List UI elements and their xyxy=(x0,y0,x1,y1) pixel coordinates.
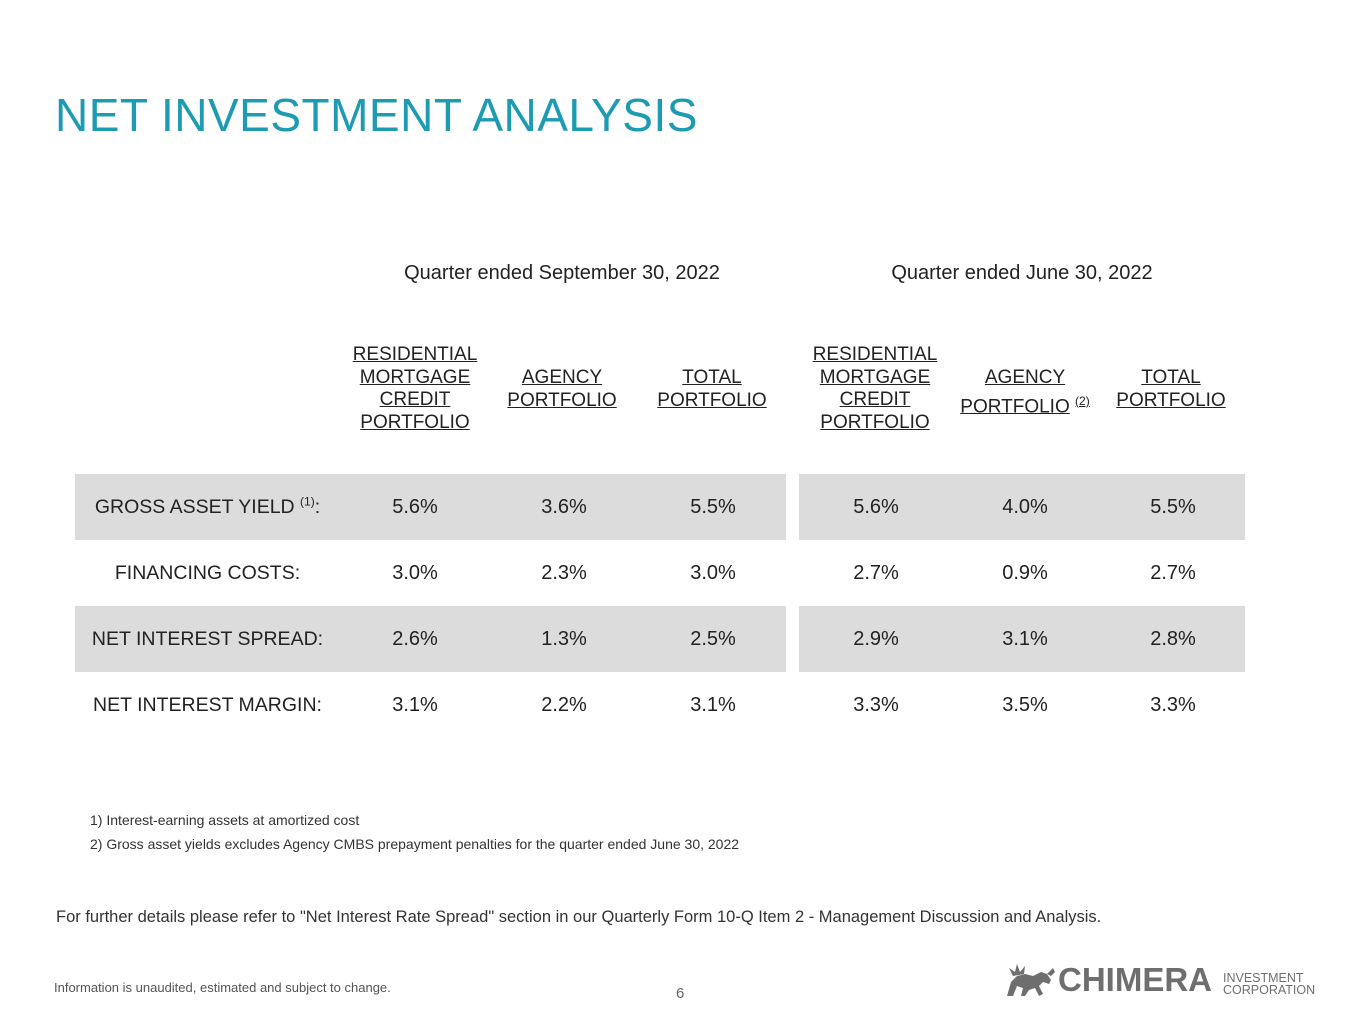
table-row: NET INTEREST MARGIN: 3.1% 2.2% 3.1% 3.3%… xyxy=(75,672,1245,738)
row-label: NET INTEREST MARGIN: xyxy=(93,694,322,716)
table-cell: 3.3% xyxy=(853,694,899,716)
table-cell: 2.5% xyxy=(690,628,736,650)
table-row: GROSS ASSET YIELD (1): 5.6% 3.6% 5.5% 5.… xyxy=(75,474,1245,540)
table-cell: 2.7% xyxy=(853,562,899,584)
table-cell: 3.3% xyxy=(1150,694,1196,716)
page-number: 6 xyxy=(676,985,685,1002)
column-header-text: TOTAL PORTFOLIO xyxy=(657,367,767,411)
period-label-q3: Quarter ended September 30, 2022 xyxy=(404,262,720,284)
row-band xyxy=(799,474,1245,540)
column-header-text: AGENCY PORTFOLIO xyxy=(507,367,617,411)
row-label-text: GROSS ASSET YIELD xyxy=(94,496,295,518)
table-cell: 2.6% xyxy=(392,628,438,650)
chimera-creature-icon xyxy=(1007,964,1055,996)
logo-subtitle: INVESTMENT CORPORATION xyxy=(1223,971,1316,997)
column-header: TOTAL PORTFOLIO xyxy=(637,367,787,412)
row-label: GROSS ASSET YIELD (1): xyxy=(75,474,340,540)
table-cell: 0.9% xyxy=(1002,562,1048,584)
table-cell: 5.5% xyxy=(690,496,736,518)
row-label: NET INTEREST SPREAD: xyxy=(91,628,324,650)
row-band xyxy=(75,606,786,672)
column-header-note: (2) xyxy=(1075,393,1090,408)
row-label-suffix: : xyxy=(314,496,321,518)
footnotes: 1) Interest-earning assets at amortized … xyxy=(90,808,739,856)
table-cell: 2.2% xyxy=(541,694,587,716)
table-cell: 2.8% xyxy=(1150,628,1196,650)
row-band xyxy=(799,606,1245,672)
table-cell: 3.1% xyxy=(1002,628,1048,650)
table-cell: 3.6% xyxy=(541,496,587,518)
details-note: For further details please refer to "Net… xyxy=(56,908,1102,926)
table-cell: 3.0% xyxy=(690,562,736,584)
column-header: TOTAL PORTFOLIO xyxy=(1096,367,1246,412)
column-header: RESIDENTIAL MORTGAGE CREDIT PORTFOLIO xyxy=(340,344,490,434)
column-header: AGENCY PORTFOLIO (2) xyxy=(945,367,1105,419)
logo-name: CHIMERA xyxy=(1058,961,1212,998)
footnote: 2) Gross asset yields excludes Agency CM… xyxy=(90,836,740,852)
period-label-q2: Quarter ended June 30, 2022 xyxy=(891,262,1153,284)
column-header: AGENCY PORTFOLIO xyxy=(487,367,637,412)
table-cell: 4.0% xyxy=(1002,496,1048,518)
footnote: 1) Interest-earning assets at amortized … xyxy=(90,812,360,828)
table-cell: 3.1% xyxy=(690,694,736,716)
table-row: FINANCING COSTS: 3.0% 2.3% 3.0% 2.7% 0.9… xyxy=(75,540,1245,606)
table-cell: 5.6% xyxy=(392,496,438,518)
company-logo: CHIMERA INVESTMENT CORPORATION xyxy=(1003,960,1343,1000)
table-cell: 2.3% xyxy=(541,562,587,584)
table-cell: 1.3% xyxy=(541,628,587,650)
column-header-text: RESIDENTIAL MORTGAGE CREDIT PORTFOLIO xyxy=(812,344,938,433)
page-title: NET INVESTMENT ANALYSIS xyxy=(55,89,698,141)
table-cell: 3.0% xyxy=(392,562,438,584)
disclaimer: Information is unaudited, estimated and … xyxy=(54,980,391,995)
table-cell: 2.9% xyxy=(853,628,899,650)
table-cell: 3.5% xyxy=(1002,694,1048,716)
table-cell: 3.1% xyxy=(392,694,438,716)
column-header-text: TOTAL PORTFOLIO xyxy=(1116,367,1226,411)
table-cell: 5.5% xyxy=(1150,496,1196,518)
table-row: NET INTEREST SPREAD: 2.6% 1.3% 2.5% 2.9%… xyxy=(75,606,1245,672)
row-label-note: (1) xyxy=(300,494,315,509)
column-header: RESIDENTIAL MORTGAGE CREDIT PORTFOLIO xyxy=(800,344,950,434)
row-label: FINANCING COSTS: xyxy=(114,562,301,584)
column-header-text: RESIDENTIAL MORTGAGE CREDIT PORTFOLIO xyxy=(352,344,478,433)
row-band xyxy=(75,474,786,540)
column-header-text: AGENCY PORTFOLIO xyxy=(960,367,1070,417)
table-cell: 2.7% xyxy=(1150,562,1196,584)
table-cell: 5.6% xyxy=(853,496,899,518)
